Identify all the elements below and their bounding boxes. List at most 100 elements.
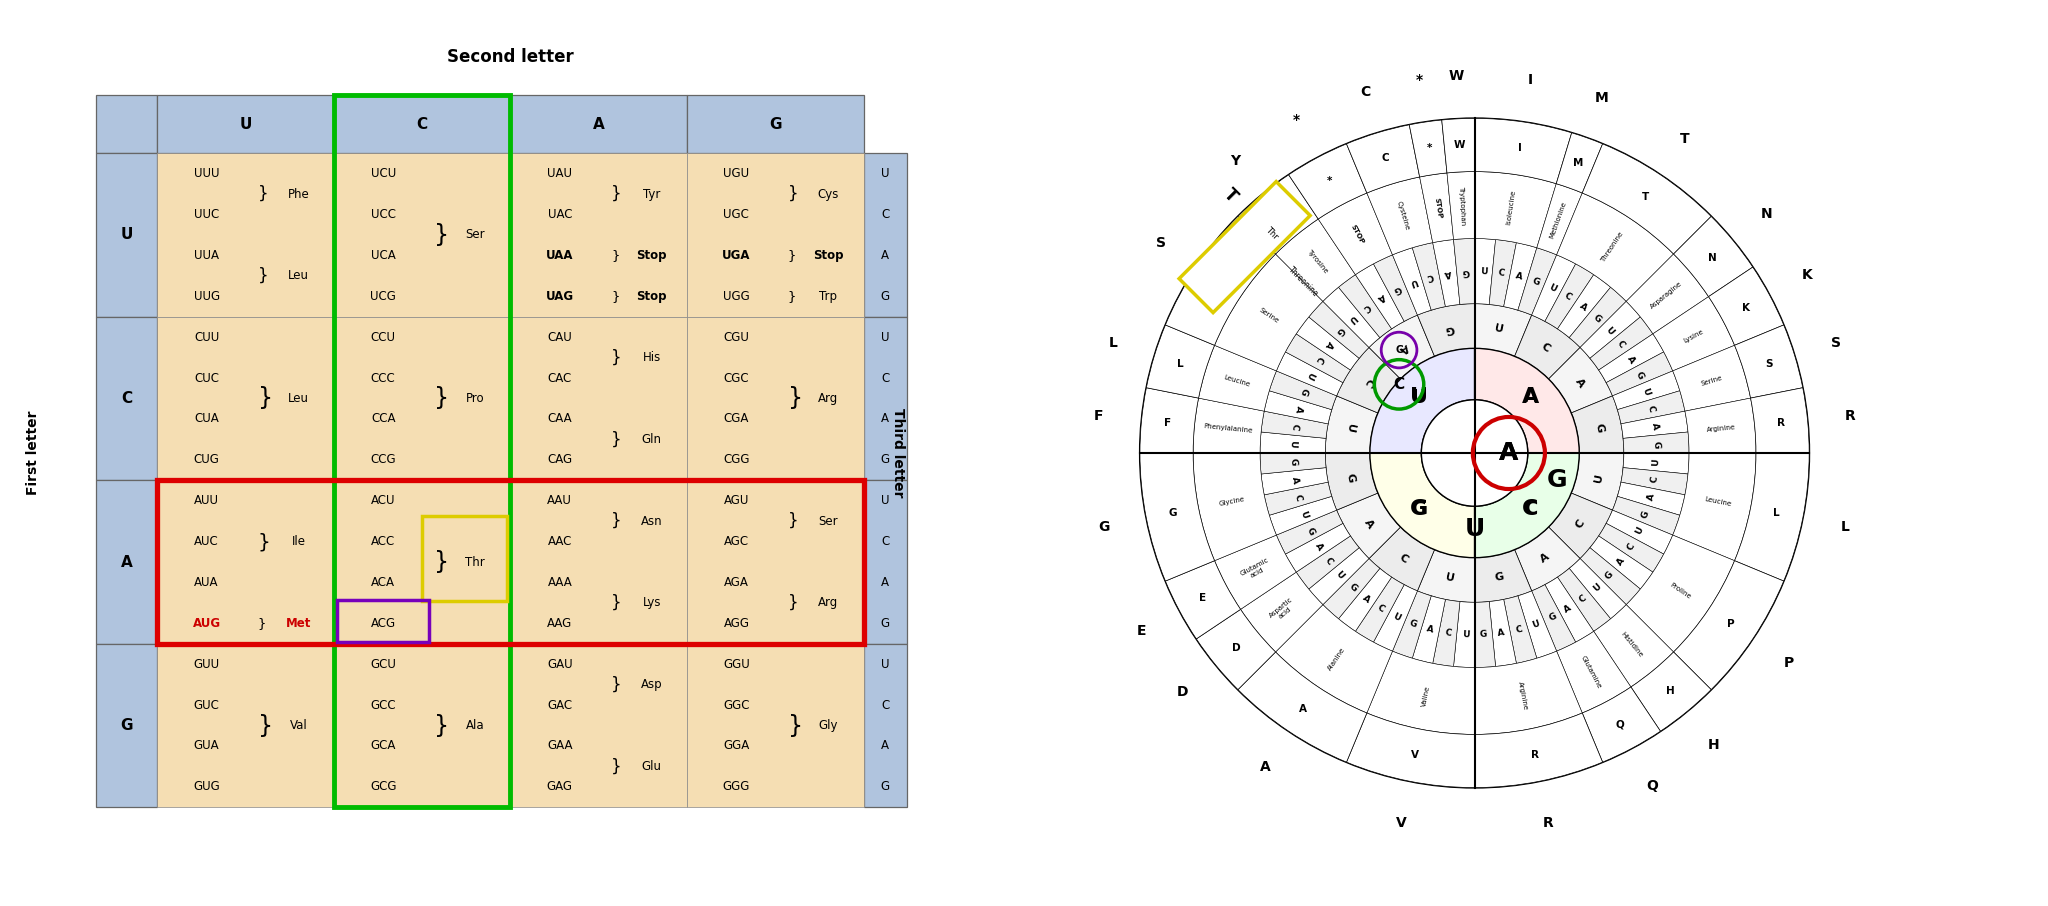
Text: A: A	[121, 554, 133, 570]
Wedge shape	[1165, 561, 1241, 639]
Text: A: A	[1499, 441, 1518, 465]
Bar	[158, 480, 334, 644]
Text: C: C	[1563, 292, 1573, 303]
Wedge shape	[1475, 348, 1579, 453]
Text: A: A	[1260, 760, 1270, 774]
Text: Glutamine: Glutamine	[1581, 654, 1604, 689]
Text: P: P	[1784, 656, 1794, 670]
Text: C: C	[881, 535, 889, 548]
Wedge shape	[1583, 144, 1712, 254]
Text: G: G	[1343, 472, 1356, 483]
Text: CGC: CGC	[723, 371, 750, 384]
Wedge shape	[1241, 573, 1323, 652]
Text: STOP: STOP	[1434, 197, 1442, 218]
Text: GAG: GAG	[547, 780, 573, 794]
Bar	[510, 153, 686, 317]
Text: Leu: Leu	[289, 392, 309, 405]
Text: A: A	[1425, 624, 1436, 634]
Wedge shape	[1516, 527, 1581, 591]
Text: Asn: Asn	[641, 515, 662, 527]
Text: }: }	[788, 290, 797, 303]
Wedge shape	[1262, 467, 1329, 495]
Text: *: *	[1327, 177, 1331, 187]
Text: GUG: GUG	[193, 780, 219, 794]
Text: UAC: UAC	[547, 208, 571, 221]
Bar	[334, 95, 510, 153]
Text: Stop: Stop	[637, 290, 668, 303]
Text: L: L	[1774, 508, 1780, 518]
Text: }: }	[434, 387, 451, 410]
Text: *: *	[1292, 113, 1300, 127]
Text: AAU: AAU	[547, 494, 571, 507]
Wedge shape	[1323, 287, 1380, 347]
Wedge shape	[1141, 388, 1198, 453]
Text: Glycine: Glycine	[1219, 496, 1245, 506]
Text: C: C	[1513, 624, 1524, 634]
Text: G: G	[770, 117, 782, 131]
Text: D: D	[1178, 686, 1188, 699]
Text: G: G	[1348, 582, 1358, 593]
Text: }: }	[610, 757, 623, 776]
Text: UCC: UCC	[371, 208, 395, 221]
Text: *: *	[1415, 72, 1423, 87]
Text: A: A	[1313, 541, 1325, 552]
Text: GUC: GUC	[195, 699, 219, 711]
Wedge shape	[1413, 596, 1446, 663]
Text: G: G	[1479, 630, 1487, 640]
Text: R: R	[1845, 409, 1855, 423]
Bar	[510, 480, 686, 644]
Bar	[96, 153, 158, 317]
Wedge shape	[1571, 453, 1624, 510]
Text: UGC: UGC	[723, 208, 750, 221]
Text: G: G	[1411, 500, 1425, 518]
Text: UCG: UCG	[371, 290, 395, 303]
Text: U: U	[1604, 325, 1616, 337]
Wedge shape	[1296, 536, 1360, 589]
Text: U: U	[1651, 458, 1661, 466]
Text: Thr: Thr	[1264, 226, 1280, 242]
Wedge shape	[1346, 125, 1419, 193]
Text: Lysine: Lysine	[1681, 328, 1704, 344]
Wedge shape	[1434, 239, 1460, 306]
Text: GAA: GAA	[547, 739, 573, 753]
Text: A: A	[1513, 272, 1524, 282]
Text: U: U	[1462, 630, 1470, 640]
Text: GAC: GAC	[547, 699, 571, 711]
Text: }: }	[434, 550, 451, 574]
Text: }: }	[788, 714, 803, 737]
Wedge shape	[1532, 584, 1575, 651]
Text: U: U	[1298, 509, 1309, 519]
Text: A: A	[1376, 292, 1386, 303]
Text: S: S	[1155, 236, 1165, 250]
Text: A: A	[1624, 354, 1636, 365]
Text: U: U	[1530, 619, 1540, 630]
Wedge shape	[1337, 493, 1401, 559]
Wedge shape	[1475, 238, 1495, 304]
Text: }: }	[258, 267, 268, 284]
Text: G: G	[1395, 345, 1403, 355]
Text: T: T	[1679, 132, 1690, 146]
Wedge shape	[1624, 432, 1690, 453]
Bar	[510, 95, 686, 153]
Text: AUG: AUG	[193, 617, 221, 630]
Text: }: }	[610, 349, 623, 367]
Text: Asparagine: Asparagine	[1649, 281, 1683, 311]
Circle shape	[1141, 119, 1808, 787]
Wedge shape	[1620, 467, 1688, 495]
Wedge shape	[1417, 304, 1475, 356]
Text: UAA: UAA	[547, 249, 573, 262]
Text: GGU: GGU	[723, 658, 750, 670]
Text: G: G	[1530, 276, 1540, 287]
Text: G: G	[1640, 509, 1651, 519]
Wedge shape	[1518, 247, 1556, 315]
Text: Arg: Arg	[817, 392, 838, 405]
Text: A: A	[881, 739, 889, 753]
Wedge shape	[1516, 315, 1581, 379]
Wedge shape	[1194, 453, 1276, 561]
Wedge shape	[1489, 600, 1516, 667]
Text: Arginine: Arginine	[1518, 681, 1528, 711]
Wedge shape	[1288, 144, 1366, 219]
Wedge shape	[1194, 398, 1264, 453]
Wedge shape	[1673, 217, 1753, 296]
Bar	[864, 644, 907, 807]
